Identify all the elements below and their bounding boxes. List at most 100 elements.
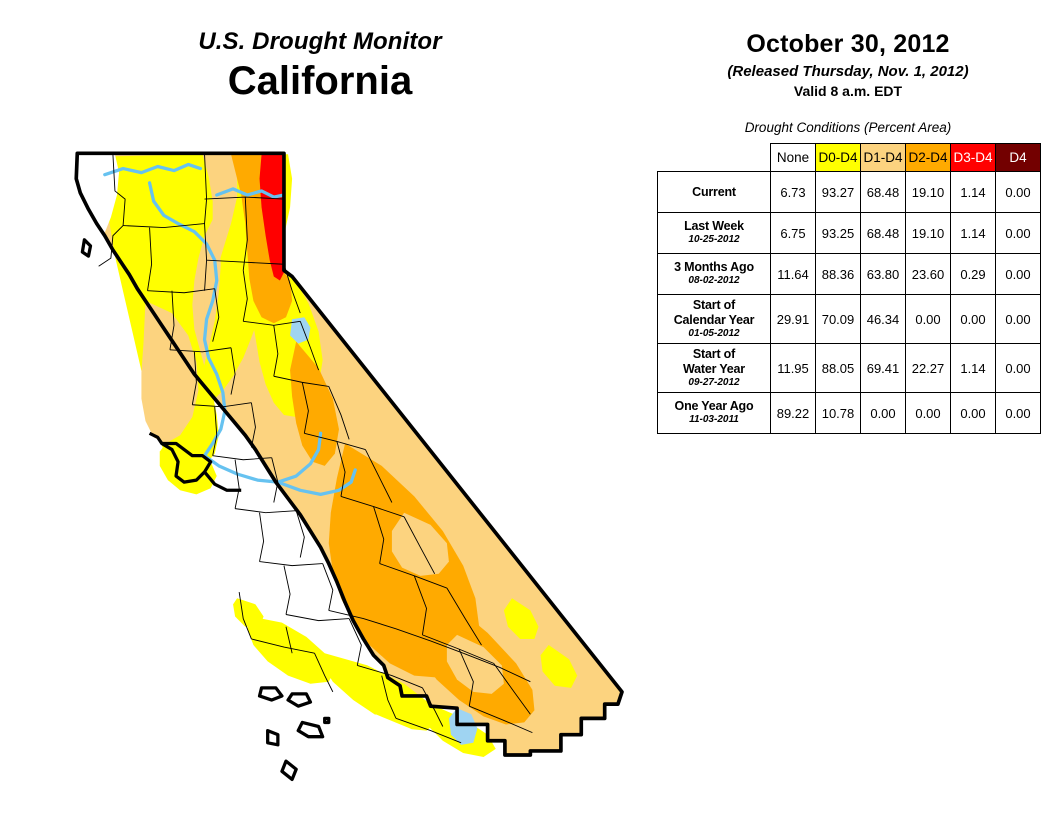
table-cell-value: 63.80 [860,253,906,295]
row-label-date: 10-25-2012 [688,234,740,246]
region-d1-north-wedge [202,154,238,324]
table-col-header-d3-d4: D3-D4 [950,143,996,172]
page-title: U.S. Drought Monitor [198,28,442,55]
table-cell-value: 0.00 [905,294,951,344]
table-cell-value: 88.05 [815,343,861,393]
table-row-label: Start of Calendar Year 01-05-2012 [657,294,771,344]
channel-islands-5 [280,759,298,782]
map-panel: U.S. Drought Monitor California [0,28,640,810]
region-d2-east-strip [290,341,339,466]
table-cell-value: 22.27 [905,343,951,393]
region-d0-sb-north [233,598,264,627]
table-row-label: 3 Months Ago 08-02-2012 [657,253,771,295]
table-col-header-d1-d4: D1-D4 [860,143,906,172]
table-row: Start of Water Year 09-27-2012 11.95 88.05 69… [657,343,1041,393]
report-date: October 30, 2012 [746,30,950,58]
region-d0-la-basin [322,653,439,731]
table-cell-value: 93.27 [815,171,861,213]
table-cell-value: 0.00 [995,253,1041,295]
info-panel: October 30, 2012 (Released Thursday, Nov… [640,0,1056,816]
row-label-date: 01-05-2012 [688,327,740,339]
row-label-date: 08-02-2012 [688,275,740,287]
table-corner-cell [658,144,771,172]
state-title: California [227,59,413,103]
table-row-label: Current [657,171,771,213]
table-row: 3 Months Ago 08-02-2012 11.64 88.36 63.80 23.… [657,253,1041,295]
table-cell-value: 10.78 [815,392,861,434]
row-label-name: Start of Calendar Year [673,298,755,327]
title-block: U.S. Drought Monitor California [0,28,640,104]
row-label-date: 11-03-2011 [689,414,739,426]
channel-islands-2 [286,692,313,708]
table-col-header-d0-d4: D0-D4 [815,143,861,172]
table-cell-value: 11.95 [770,343,816,393]
table-cell-value: 0.00 [950,294,996,344]
pit-river [215,187,286,199]
monterey-bay [203,470,242,492]
table-cell-value: 1.14 [950,343,996,393]
table-cell-value: 89.22 [770,392,816,434]
small-island-dot [323,716,331,725]
row-label-name: Last Week [684,219,744,234]
sacramento-river [147,181,227,458]
california-state-outline [74,151,624,757]
table-cell-value: 0.00 [995,343,1041,393]
row-label-name: Start of Water Year [683,347,745,376]
table-col-header-none: None [770,143,816,172]
table-caption: Drought Conditions (Percent Area) [744,120,952,135]
region-none-northwest [66,154,120,265]
table-col-header-d4: D4 [995,143,1041,172]
release-date: (Released Thursday, Nov. 1, 2012) [727,63,969,80]
table-cell-value: 46.34 [860,294,906,344]
table-cell-value: 68.48 [860,171,906,213]
table-cell-value: 6.73 [770,171,816,213]
channel-islands-4 [266,728,280,747]
table-col-header-d2-d4: D2-D4 [905,143,951,172]
table-cell-value: 1.14 [950,171,996,213]
table-cell-value: 68.48 [860,212,906,254]
drought-regions [66,153,623,770]
table-cell-value: 70.09 [815,294,861,344]
table-row-label: Start of Water Year 09-27-2012 [657,343,771,393]
table-row: Last Week 10-25-2012 6.75 93.25 68.48 19.10 1.… [657,212,1041,254]
kern-river [276,468,357,496]
region-d0-east-edge2 [540,645,578,688]
date-block: October 30, 2012 (Released Thursday, Nov… [640,30,1056,99]
valid-time: Valid 8 a.m. EDT [793,83,903,99]
table-cell-value: 6.75 [770,212,816,254]
channel-islands-1 [257,686,284,702]
california-drought-map [44,138,640,810]
region-d1-central-wedge [141,300,199,444]
drought-conditions-table: None D0-D4 D1-D4 D2-D4 D3-D4 D4 Current 6.73 93… [657,143,1041,434]
region-d3-northeast-corner [259,154,284,281]
water-features [103,162,478,745]
region-d0-east-edge1 [503,598,539,639]
table-cell-value: 11.64 [770,253,816,295]
region-d1-mojave-island [391,512,449,576]
table-row-label: One Year Ago 11-03-2011 [657,392,771,434]
region-none-san-diego [369,714,451,770]
map-svg [66,151,624,782]
humboldt-bay [80,238,93,258]
table-row: One Year Ago 11-03-2011 89.22 10.78 0.00 0.00… [657,392,1041,434]
table-cell-value: 19.10 [905,212,951,254]
mono-lake [290,317,311,344]
table-cell-value: 0.00 [950,392,996,434]
table-cell-value: 19.10 [905,171,951,213]
row-label-name: 3 Months Ago [674,260,754,275]
table-cell-value: 0.00 [995,392,1041,434]
table-row-label: Last Week 10-25-2012 [657,212,771,254]
table-header-row: None D0-D4 D1-D4 D2-D4 D3-D4 D4 [658,143,1041,172]
table-cell-value: 69.41 [860,343,906,393]
table-cell-value: 0.00 [995,171,1041,213]
table-cell-value: 0.00 [860,392,906,434]
table-cell-value: 88.36 [815,253,861,295]
row-label-date: 09-27-2012 [688,376,740,388]
channel-islands-3 [296,720,325,739]
table-cell-value: 93.25 [815,212,861,254]
table-cell-value: 0.00 [995,294,1041,344]
table-cell-value: 23.60 [905,253,951,295]
county-boundaries [98,154,533,744]
table-body: Current 6.73 93.27 68.48 19.10 1.14 0.00 Last W… [657,171,1041,434]
